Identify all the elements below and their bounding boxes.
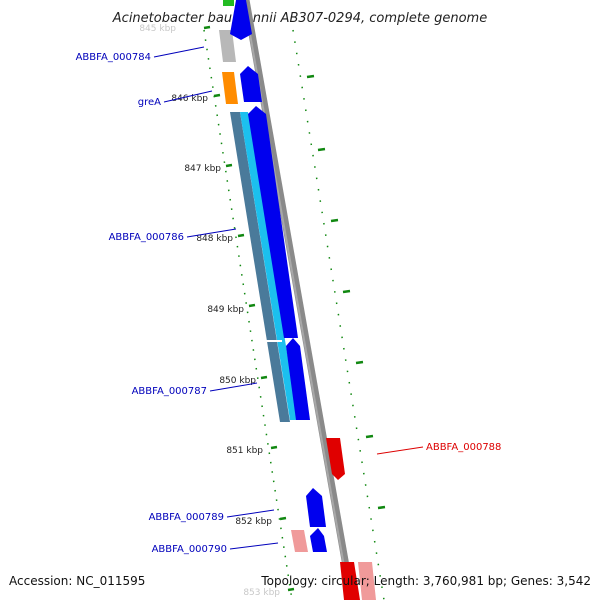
cds-gray-block-784 <box>219 30 236 62</box>
gene-label: ABBFA_000787 <box>132 386 207 397</box>
kbp-tick-label: 846 kbp <box>171 94 208 104</box>
kbp-tick-label: 850 kbp <box>219 376 256 386</box>
kbp-tick-label: 845 kbp <box>139 24 176 34</box>
kbp-tick-label: 847 kbp <box>184 164 221 174</box>
accession-text: Accession: NC_011595 <box>9 574 146 588</box>
kbp-tick-mark-outer <box>365 434 374 439</box>
kbp-tick-label: 853 kbp <box>243 588 280 598</box>
kbp-tick-mark-outer <box>355 360 364 365</box>
tick-track-right <box>292 29 385 600</box>
kbp-tick-mark-outer <box>377 505 386 510</box>
kbp-tick-mark <box>237 233 245 238</box>
gene-label-leader <box>229 542 279 550</box>
gene-arrow-790 <box>310 528 327 552</box>
gene-arrow-853 <box>340 562 360 600</box>
kbp-tick-mark <box>260 375 268 380</box>
forward-genes <box>230 0 327 552</box>
kbp-tick-mark-outer <box>317 147 326 152</box>
cds-pink-790 <box>291 530 308 552</box>
feature-track <box>219 0 376 600</box>
kbp-tick-mark <box>270 445 278 450</box>
topology-text: Topology: circular; Length: 3,760,981 bp… <box>261 574 591 588</box>
gene-label-leader <box>226 509 275 518</box>
kbp-tick-label: 849 kbp <box>207 305 244 315</box>
kbp-tick-mark <box>279 516 287 521</box>
kbp-tick-mark <box>287 587 295 592</box>
feature-cyan-786 <box>240 112 298 420</box>
kbp-tick-mark-outer <box>342 289 351 294</box>
gene-label: ABBFA_000786 <box>109 232 184 243</box>
kbp-tick-mark <box>213 93 221 98</box>
kbp-tick-label: 851 kbp <box>226 446 263 456</box>
gene-arrow-786 <box>248 106 298 338</box>
gene-label: greA <box>138 97 161 108</box>
cds-pink-853 <box>358 562 376 600</box>
kbp-tick-mark-outer <box>330 218 339 223</box>
gene-label: ABBFA_000788 <box>426 442 501 453</box>
gene-label-leader <box>186 228 237 238</box>
tick-track-left <box>203 29 293 600</box>
gene-arrow-784 <box>230 0 252 40</box>
kbp-tick-mark <box>203 25 211 30</box>
kbp-tick-mark-outer <box>306 74 315 79</box>
reverse-genes <box>326 438 360 600</box>
gene-arrow-787 <box>286 338 310 420</box>
kbp-ruler: 845 kbp 846 kbp 847 kbp 848 kbp 849 kbp 850 k… <box>139 24 386 598</box>
kbp-tick-label: 848 kbp <box>196 234 233 244</box>
gene-label: ABBFA_000789 <box>149 512 224 523</box>
trna-orange-block <box>222 72 238 104</box>
gene-labels: ABBFA_000784 greA ABBFA_000786 ABBFA_000787… <box>76 46 501 555</box>
gene-label: ABBFA_000784 <box>76 52 151 63</box>
kbp-tick-mark <box>248 303 256 308</box>
gene-label-leader <box>163 90 213 103</box>
gene-arrow-789 <box>306 488 326 527</box>
gene-label-leader <box>376 446 424 455</box>
gene-label-leader <box>153 46 205 58</box>
gene-arrow-788 <box>326 438 345 480</box>
kbp-tick-label: 852 kbp <box>235 517 272 527</box>
gene-label-leader <box>209 382 258 392</box>
gene-label: ABBFA_000790 <box>152 544 227 555</box>
cds-green-block <box>223 0 234 6</box>
map-title: Acinetobacter baumannii AB307-0294, comp… <box>112 11 487 26</box>
gene-arrow-greA <box>240 66 262 102</box>
feature-steel-786 <box>230 112 290 422</box>
kbp-tick-mark <box>225 163 233 168</box>
